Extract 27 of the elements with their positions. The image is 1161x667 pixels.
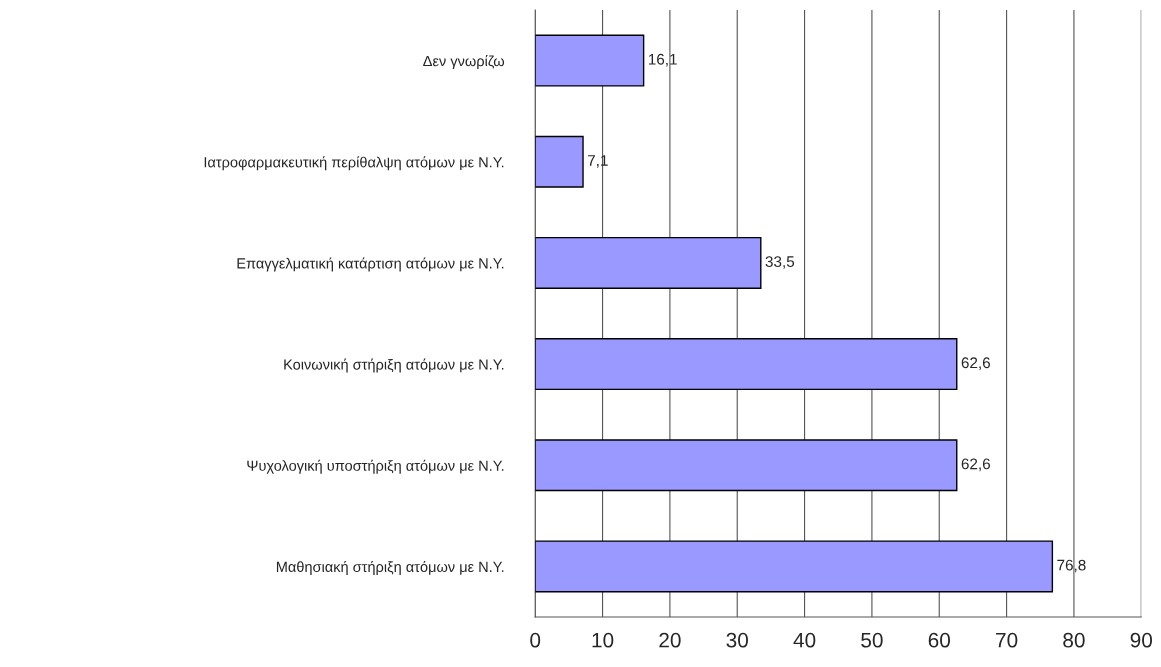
- x-tick-label: 10: [592, 632, 614, 648]
- x-tick-label: 60: [928, 632, 951, 648]
- x-tick-label: 0: [530, 632, 541, 648]
- bar: [535, 34, 645, 87]
- x-tick-label: 20: [659, 632, 681, 648]
- y-tick-label: Ψυχολογική υποστήριξη ατόμων με Ν.Υ.: [247, 459, 504, 474]
- bar: [535, 338, 958, 391]
- x-tick-label: 30: [726, 632, 749, 648]
- data-label: 76,8: [1057, 559, 1086, 573]
- y-tick-label: Κοινωνική στήριξη ατόμων με Ν.Υ.: [284, 358, 504, 373]
- y-tick-label: Δεν γνωρίζω: [423, 55, 505, 70]
- bar: [535, 540, 1054, 593]
- data-label: 33,5: [765, 256, 795, 269]
- x-tick-label: 80: [1063, 632, 1085, 648]
- y-tick-label: Επαγγελματική κατάρτιση ατόμων με Ν.Υ.: [237, 257, 504, 272]
- bar: [535, 135, 584, 188]
- y-tick-label: Ιατροφαρμακευτική περίθαλψη ατόμων με Ν.Υ.: [204, 156, 504, 171]
- data-label: 62,6: [961, 458, 990, 472]
- bar: [535, 236, 762, 289]
- x-tick-label: 50: [861, 632, 883, 648]
- bar: [535, 439, 958, 492]
- data-label: 62,6: [961, 357, 990, 370]
- x-tick-label: 90: [1130, 632, 1153, 648]
- data-label: 16,1: [648, 53, 677, 67]
- x-tick-label: 40: [793, 632, 816, 648]
- x-tick-label: 70: [996, 632, 1018, 648]
- y-tick-label: Μαθησιακή στήριξη ατόμων με Ν.Υ.: [276, 560, 504, 575]
